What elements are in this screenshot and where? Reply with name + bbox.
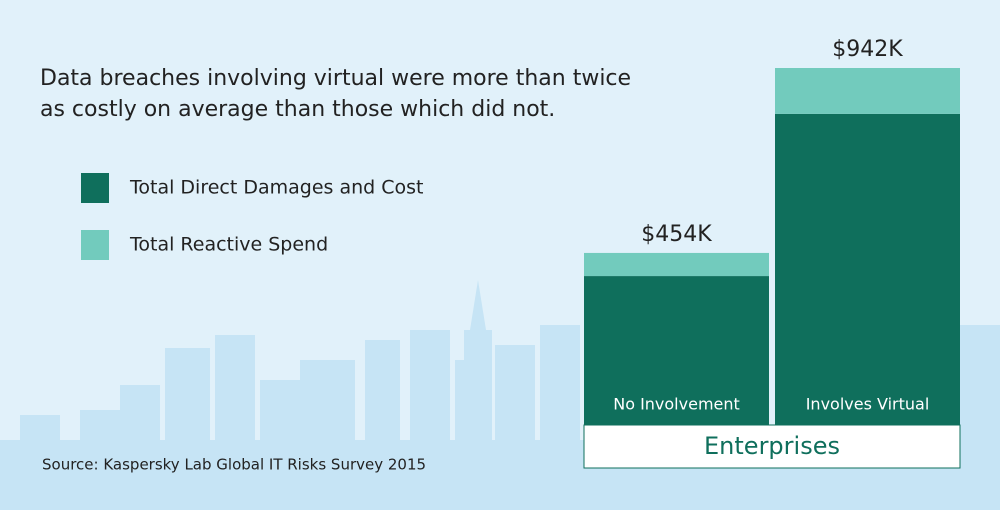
legend-label: Total Reactive Spend [129,234,328,256]
category-label: No Involvement [613,395,740,414]
bar-segment [584,252,769,277]
source: Source: Kaspersky Lab Global IT Risks Su… [42,456,426,474]
category-label: Involves Virtual [806,395,930,414]
chart-title: Data breaches involving virtual were mor… [40,66,631,122]
bar-segment [584,276,769,425]
legend-swatch [81,230,109,260]
legend-label: Total Direct Damages and Cost [129,177,423,199]
group-label: Enterprises [704,432,840,460]
bar-segment [775,68,960,114]
total-label: $454K [641,222,712,247]
legend-swatch [81,173,109,203]
bar-segment [775,113,960,425]
total-label: $942K [832,37,903,62]
group-box [583,424,961,469]
